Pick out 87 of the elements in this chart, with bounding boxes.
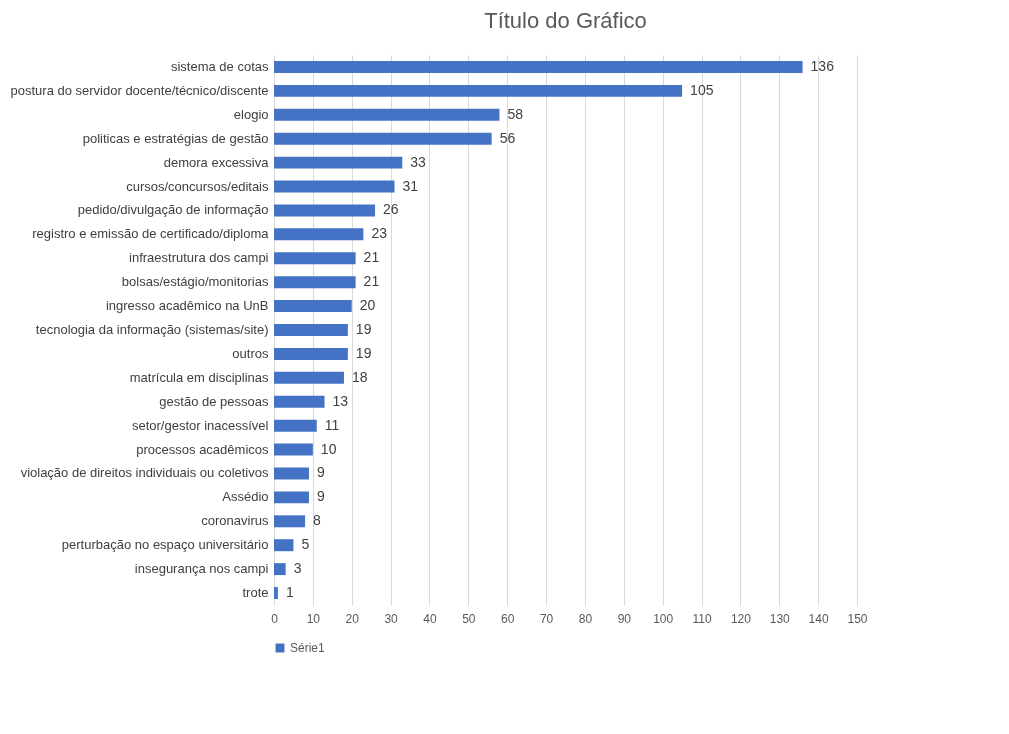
x-tick-label: 40	[423, 611, 437, 626]
data-label: 11	[324, 416, 340, 433]
data-label: 58	[507, 105, 524, 122]
bar	[274, 132, 492, 145]
bar	[274, 371, 344, 384]
y-tick-label: processos acadêmicos	[136, 441, 269, 457]
data-label: 1	[285, 584, 294, 601]
data-label: 23	[371, 225, 388, 242]
bar	[274, 324, 348, 336]
y-tick-label: elogio	[233, 106, 269, 122]
bar	[274, 180, 395, 193]
y-tick-label: matrícula em disciplinas	[129, 369, 269, 385]
bar	[274, 395, 325, 408]
bar	[274, 252, 356, 265]
bar	[274, 300, 352, 313]
bar	[274, 84, 683, 97]
x-tick-label: 150	[847, 611, 868, 626]
y-tick-label: coronavirus	[201, 513, 269, 529]
y-tick-label: tecnologia da informação (sistemas/site)	[35, 322, 269, 337]
data-label: 3	[293, 560, 302, 577]
data-label: 136	[810, 57, 835, 74]
bar	[274, 443, 313, 456]
bar	[274, 108, 500, 121]
data-label: 33	[410, 153, 427, 170]
data-label: 18	[351, 368, 368, 385]
y-tick-label: bolsas/estágio/monitorias	[121, 274, 269, 290]
y-tick-label: gestão de pessoas	[159, 393, 269, 409]
x-tick-label: 140	[808, 611, 829, 626]
data-label: 21	[363, 249, 380, 266]
x-tick-label: 10	[306, 611, 321, 626]
x-tick-label: 100	[653, 611, 674, 626]
bar	[274, 228, 364, 241]
bar	[274, 204, 376, 217]
y-tick-label: Assédio	[222, 489, 269, 505]
y-tick-label: infraestrutura dos campi	[129, 250, 269, 266]
y-tick-label: postura do servidor docente/técnico/discente	[10, 82, 269, 98]
x-tick-label: 30	[384, 611, 399, 626]
bar	[274, 491, 309, 504]
x-tick-label: 60	[501, 611, 515, 626]
x-tick-label: 90	[617, 611, 632, 626]
y-tick-label: demora excessiva	[163, 154, 270, 170]
y-tick-label: ingresso acadêmico na UnB	[105, 298, 269, 314]
y-tick-label: politicas e estratégias de gestão	[82, 130, 269, 146]
y-tick-label: setor/gestor inacessível	[131, 417, 269, 433]
data-label: 19	[355, 321, 372, 337]
y-tick-label: violação de direitos individuais ou coletivos	[20, 465, 269, 481]
bar	[274, 276, 356, 289]
y-tick-label: perturbação no espaço universitário	[61, 537, 269, 553]
bar	[274, 419, 317, 432]
bar	[274, 156, 403, 169]
data-label: 13	[332, 392, 349, 409]
x-tick-label: 80	[578, 611, 593, 626]
data-label: 8	[313, 512, 322, 529]
y-tick-label: outros	[232, 345, 269, 361]
bar	[274, 347, 348, 360]
y-tick-label: sistema de cotas	[170, 58, 269, 74]
x-tick-label: 130	[769, 611, 791, 626]
data-label: 5	[301, 536, 310, 553]
data-label: 9	[316, 464, 325, 481]
y-tick-label: pedido/divulgação de informação	[77, 202, 269, 218]
legend-label: Série1	[290, 641, 326, 655]
data-label: 19	[355, 344, 372, 361]
x-tick-label: 70	[539, 611, 554, 626]
bar	[274, 515, 306, 528]
x-tick-label: 0	[271, 611, 279, 626]
y-tick-label: trote	[242, 585, 269, 601]
y-tick-label: registro e emissão de certificado/diploma	[32, 226, 270, 242]
x-tick-label: 110	[692, 611, 712, 626]
x-tick-label: 50	[462, 611, 476, 626]
chart-title: Título do Gráfico	[484, 8, 647, 33]
data-label: 20	[359, 297, 376, 314]
x-tick-label: 120	[730, 611, 752, 626]
data-label: 26	[383, 201, 399, 218]
bar	[274, 587, 278, 600]
bar	[274, 60, 803, 73]
bar	[274, 539, 294, 552]
data-label: 56	[499, 129, 516, 146]
y-tick-label: cursos/concursos/editais	[126, 178, 269, 194]
bar	[274, 563, 286, 576]
data-label: 21	[363, 273, 380, 290]
y-tick-label: insegurança nos campi	[134, 561, 269, 577]
data-label: 10	[320, 440, 337, 457]
data-label: 31	[402, 177, 419, 194]
data-label: 105	[690, 81, 714, 98]
data-label: 9	[316, 488, 325, 505]
x-tick-label: 20	[345, 611, 360, 626]
bar	[274, 467, 309, 480]
